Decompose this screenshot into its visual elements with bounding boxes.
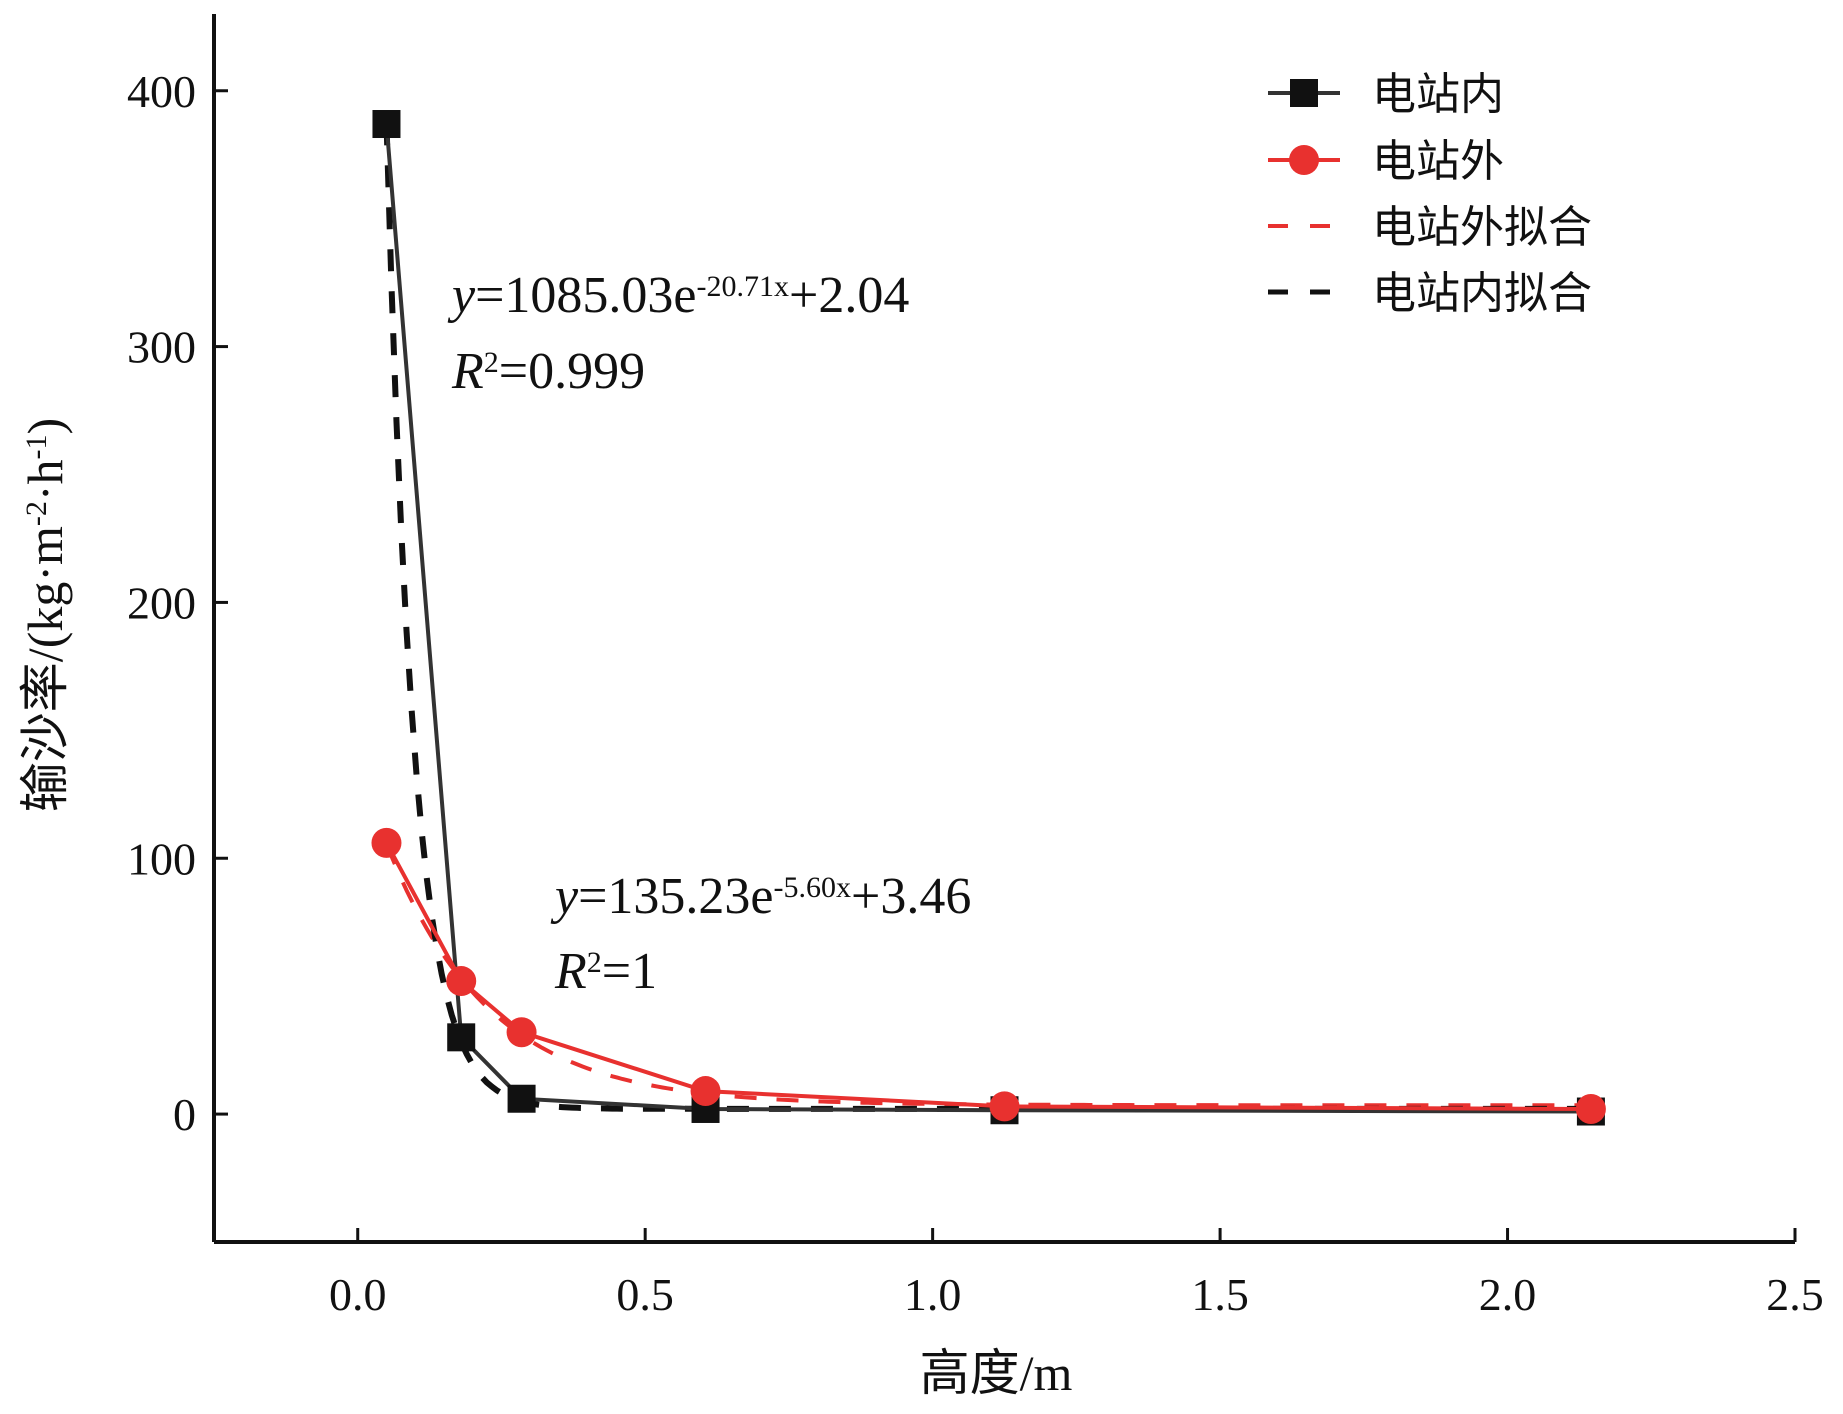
y-axis-title-main: 输沙率/(kg·m <box>17 526 73 812</box>
y-axis-title-sup1: -2 <box>20 501 53 526</box>
data-point-outer <box>989 1091 1020 1122</box>
data-point-outer <box>371 827 402 858</box>
fit-inner-equation: y=1085.03e-20.71x+2.04 <box>447 267 909 324</box>
legend-label-inner: 电站内 <box>1372 70 1504 119</box>
data-point-inner <box>507 1084 536 1113</box>
legend-entry-inner-fit: 电站内拟合 <box>1268 269 1592 318</box>
y-tick-label: 0 <box>173 1089 196 1140</box>
legend-swatch-inner-marker <box>1290 79 1318 107</box>
y-axis-title: 输沙率/(kg·m-2·h-1) <box>17 418 73 812</box>
data-point-inner <box>447 1023 476 1052</box>
axes <box>212 14 1795 1244</box>
legend-entry-inner: 电站内 <box>1268 70 1504 119</box>
x-tick-label: 0.5 <box>616 1269 674 1320</box>
y-axis-title-group: 输沙率/(kg·m-2·h-1) <box>17 418 73 812</box>
series-layer <box>371 110 1606 1126</box>
y-axis-title-mid: ·h <box>17 459 73 501</box>
x-tick-label: 1.0 <box>904 1269 962 1320</box>
data-point-outer <box>690 1076 721 1107</box>
legend-entry-outer: 电站外 <box>1268 137 1504 186</box>
data-point-outer <box>1575 1093 1606 1124</box>
legend-label-outer: 电站外 <box>1372 137 1504 186</box>
x-tick-label: 1.5 <box>1191 1269 1249 1320</box>
fit-outer-r2: R2=1 <box>554 943 657 1000</box>
y-tick-label: 100 <box>127 833 196 884</box>
fit-annotation-outer: y=135.23e-5.60x+3.46 R2=1 <box>550 868 971 1000</box>
series-line-inner <box>384 123 1591 1114</box>
y-tick-label: 400 <box>127 66 196 117</box>
fit-inner-r2: R2=0.999 <box>451 343 645 400</box>
x-tick-label: 2.5 <box>1766 1269 1824 1320</box>
y-tick-label: 200 <box>127 577 196 628</box>
fit-annotation-inner: y=1085.03e-20.71x+2.04 R2=0.999 <box>447 267 909 400</box>
legend: 电站内 电站外 电站外拟合 电站内拟合 <box>1268 70 1592 318</box>
series-line-outer <box>384 841 1591 1111</box>
x-tick-label: 2.0 <box>1479 1269 1537 1320</box>
data-point-inner <box>372 110 401 139</box>
legend-label-outer-fit: 电站外拟合 <box>1372 203 1592 252</box>
x-axis-title: 高度/m <box>920 1345 1073 1401</box>
legend-entry-outer-fit: 电站外拟合 <box>1268 203 1592 252</box>
x-ticks: 0.0 0.5 1.0 1.5 2.0 2.5 <box>329 1228 1824 1320</box>
y-axis-title-sup2: -1 <box>20 434 53 459</box>
y-ticks: 0 100 200 300 400 <box>127 66 228 1140</box>
y-axis-title-tail: ) <box>17 418 73 435</box>
legend-swatch-outer-marker <box>1289 145 1319 175</box>
data-point-outer <box>446 966 477 997</box>
fit-outer-equation: y=135.23e-5.60x+3.46 <box>550 868 971 925</box>
data-point-outer <box>506 1017 537 1048</box>
x-tick-label: 0.0 <box>329 1269 387 1320</box>
legend-label-inner-fit: 电站内拟合 <box>1372 269 1592 318</box>
y-tick-label: 300 <box>127 322 196 373</box>
